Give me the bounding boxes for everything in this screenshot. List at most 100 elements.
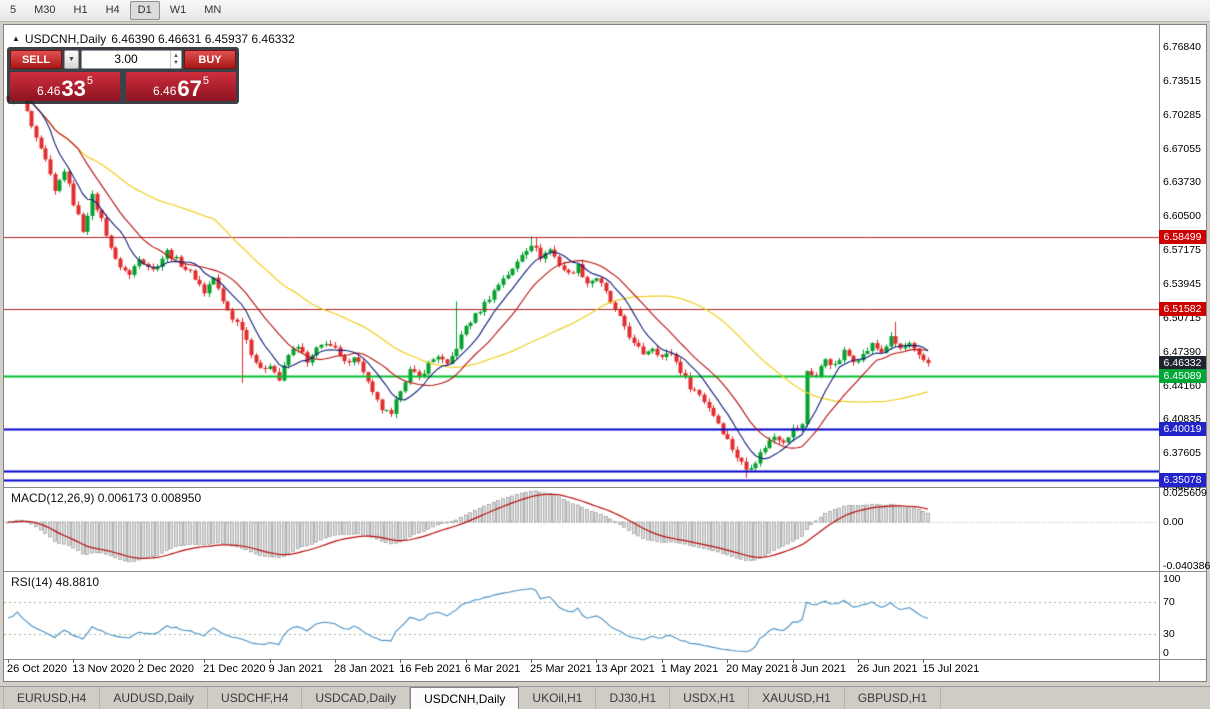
chart-tab-bar: EURUSD,H4 AUDUSD,Daily USDCHF,H4 USDCAD,Dai… xyxy=(0,686,1210,709)
one-click-trading-panel: SELL ▼ 3.00 ▲ ▼ BUY 6.46 33 5 xyxy=(7,47,239,104)
time-axis-label: 26 Oct 2020 xyxy=(7,663,67,675)
time-axis-tick xyxy=(335,659,336,663)
time-axis-tick xyxy=(400,659,401,663)
price-level-tag-support-line: 6.40019 xyxy=(1159,422,1206,436)
chart-tab-eurusd-h4[interactable]: EURUSD,H4 xyxy=(3,687,101,709)
chart-tab-ukoil-h1[interactable]: UKOil,H1 xyxy=(519,687,597,709)
chart-window: ▲ USDCNH,Daily 6.46390 6.46631 6.45937 6… xyxy=(3,24,1210,682)
timeframe-button-m30[interactable]: M30 xyxy=(34,4,56,16)
time-axis-tick xyxy=(531,659,532,663)
time-axis-label: 25 Mar 2021 xyxy=(530,663,592,675)
chart-tab-gbpusd-h1[interactable]: GBPUSD,H1 xyxy=(845,687,942,709)
time-axis-tick xyxy=(662,659,663,663)
price-level-tag-resistance-line: 6.51582 xyxy=(1159,302,1206,316)
time-axis-label: 9 Jan 2021 xyxy=(268,663,323,675)
price-chart-canvas[interactable] xyxy=(4,25,1159,659)
chart-tab-usdcnh-daily[interactable]: USDCNH,Daily xyxy=(410,687,520,709)
macd-indicator-label: MACD(12,26,9) 0.006173 0.008950 xyxy=(11,491,202,505)
time-axis-tick xyxy=(73,659,74,663)
chart-tab-usdcad-daily[interactable]: USDCAD,Daily xyxy=(302,687,411,709)
time-axis-label: 21 Dec 2020 xyxy=(203,663,266,675)
volume-value: 3.00 xyxy=(114,52,138,66)
stepper-down-icon: ▼ xyxy=(173,59,179,66)
price-axis-tick: 6.73515 xyxy=(1163,74,1201,87)
rsi-pane-separator[interactable] xyxy=(4,571,1206,572)
sell-button[interactable]: SELL xyxy=(10,50,62,69)
macd-axis-tick: 0.025609 xyxy=(1163,487,1207,499)
macd-pane-separator[interactable] xyxy=(4,487,1206,488)
buy-price-display[interactable]: 6.46 67 5 xyxy=(126,72,236,101)
price-axis-tick: 6.76840 xyxy=(1163,41,1201,53)
sell-price-prefix: 6.46 xyxy=(37,84,61,98)
time-axis-tick xyxy=(8,659,9,663)
price-axis-tick: 6.57175 xyxy=(1163,244,1201,257)
sell-price-display[interactable]: 6.46 33 5 xyxy=(10,72,120,101)
time-axis-label: 1 May 2021 xyxy=(660,663,719,675)
timeframe-button-5[interactable]: 5 xyxy=(10,4,17,16)
volume-input[interactable]: 3.00 ▲ ▼ xyxy=(81,50,182,69)
time-axis-label: 16 Feb 2021 xyxy=(399,663,462,675)
time-axis-tick xyxy=(727,659,728,663)
time-axis-tick xyxy=(793,659,794,663)
buy-price-sup: 5 xyxy=(202,75,209,87)
price-scale-border xyxy=(1159,25,1160,681)
chart-tab-dj30-h1[interactable]: DJ30,H1 xyxy=(596,687,671,709)
rsi-axis-tick: 30 xyxy=(1163,628,1175,640)
rsi-axis-tick: 70 xyxy=(1163,596,1175,608)
time-axis-label: 15 Jul 2021 xyxy=(922,663,980,675)
time-axis-label: 8 Jun 2021 xyxy=(791,663,846,675)
time-axis-tick xyxy=(139,659,140,663)
chart-tab-usdchf-h4[interactable]: USDCHF,H4 xyxy=(208,687,303,709)
time-axis-label: 28 Jan 2021 xyxy=(333,663,395,675)
rsi-axis-tick: 100 xyxy=(1163,573,1181,585)
price-level-tag-current-price: 6.46332 xyxy=(1159,356,1206,370)
chevron-down-icon: ▼ xyxy=(68,56,75,63)
trade-controls-row: SELL ▼ 3.00 ▲ ▼ BUY xyxy=(10,50,236,69)
time-axis-tick xyxy=(923,659,924,663)
timeframe-button-h4[interactable]: H4 xyxy=(105,4,120,16)
chart-symbol-period: USDCNH,Daily xyxy=(24,32,107,46)
trade-prices-row: 6.46 33 5 6.46 67 5 xyxy=(10,72,236,101)
rsi-indicator-label: RSI(14) 48.8810 xyxy=(11,575,100,589)
timeframe-button-d1[interactable]: D1 xyxy=(129,1,160,20)
time-axis-tick xyxy=(270,659,271,663)
time-axis-tick xyxy=(466,659,467,663)
macd-axis-tick: -0.040386 xyxy=(1163,560,1210,572)
price-axis-tick: 6.47390 xyxy=(1163,345,1201,358)
chart-ohlc-values: 6.46390 6.46631 6.45937 6.46332 xyxy=(111,32,295,46)
time-axis-tick xyxy=(858,659,859,663)
time-axis-tick xyxy=(596,659,597,663)
timeframe-button-mn[interactable]: MN xyxy=(204,4,222,16)
price-axis-tick: 6.67055 xyxy=(1163,142,1201,155)
time-axis-label: 26 Jun 2021 xyxy=(856,663,918,675)
price-axis-tick: 6.37605 xyxy=(1163,447,1201,460)
sell-price-sup: 5 xyxy=(86,75,93,87)
stepper-up-icon: ▲ xyxy=(173,52,179,59)
macd-axis-tick: 0.00 xyxy=(1163,516,1184,528)
time-axis-label: 6 Mar 2021 xyxy=(464,663,521,675)
chart-tab-usdx-h1[interactable]: USDX,H1 xyxy=(670,687,750,709)
timeframe-toolbar: 5 M30 H1 H4 D1 W1 MN xyxy=(0,0,1210,22)
time-axis-label: 2 Dec 2020 xyxy=(137,663,195,675)
time-axis-tick xyxy=(204,659,205,663)
timeframe-button-w1[interactable]: W1 xyxy=(169,4,187,16)
rsi-axis-tick: 0 xyxy=(1163,647,1169,659)
time-axis-label: 13 Nov 2020 xyxy=(72,663,135,675)
buy-price-big: 67 xyxy=(177,76,202,101)
chart-tab-xauusd-h1[interactable]: XAUUSD,H1 xyxy=(749,687,845,709)
volume-dropdown-button[interactable]: ▼ xyxy=(64,50,79,69)
time-axis-label: 13 Apr 2021 xyxy=(595,663,655,675)
chart-title: ▲ USDCNH,Daily 6.46390 6.46631 6.45937 6… xyxy=(12,32,295,46)
timeframe-button-h1[interactable]: H1 xyxy=(73,4,88,16)
price-axis-tick: 6.63730 xyxy=(1163,176,1201,189)
buy-price-prefix: 6.46 xyxy=(153,84,177,98)
price-axis-tick: 6.60500 xyxy=(1163,210,1201,223)
price-axis-tick: 6.53945 xyxy=(1163,277,1201,290)
chart-tab-audusd-daily[interactable]: AUDUSD,Daily xyxy=(100,687,209,709)
volume-stepper[interactable]: ▲ ▼ xyxy=(170,51,181,68)
time-axis-separator xyxy=(4,659,1206,660)
buy-button[interactable]: BUY xyxy=(184,50,236,69)
time-axis-label: 20 May 2021 xyxy=(726,663,790,675)
sell-price-big: 33 xyxy=(61,76,86,101)
